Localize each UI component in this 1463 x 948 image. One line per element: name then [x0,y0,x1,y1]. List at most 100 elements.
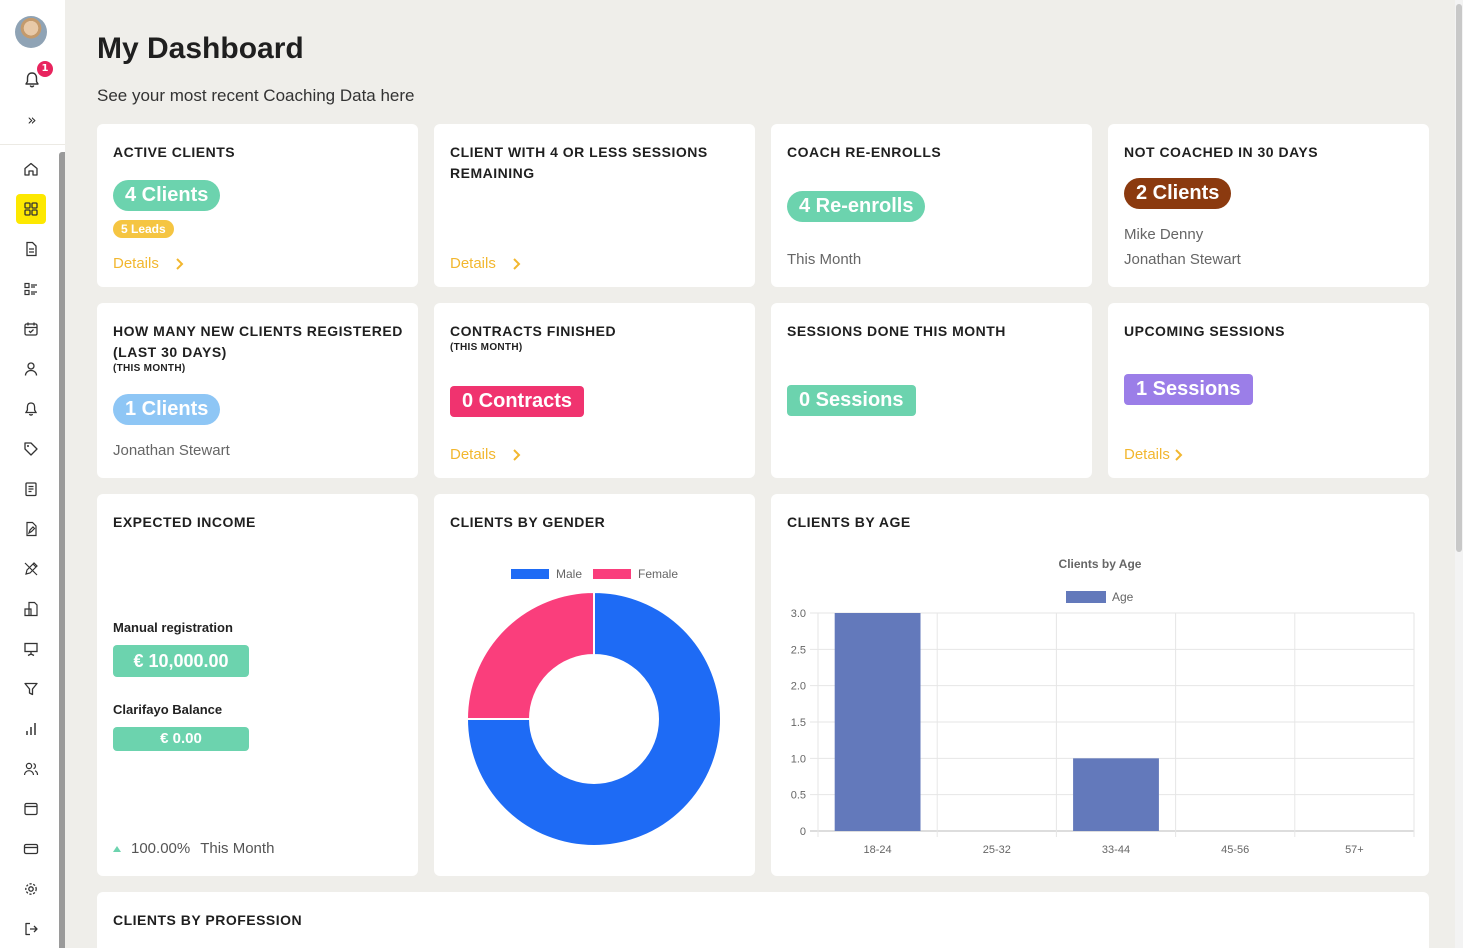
balance-value: € 0.00 [113,727,249,751]
sidebar: 1 » [0,0,65,948]
chevron-right-icon [1175,448,1183,461]
page-scrollbar[interactable] [1455,0,1463,948]
not-coached-name[interactable]: Mike Denny [1124,226,1204,243]
details-label: Details [113,255,159,272]
pencil-icon[interactable] [16,554,46,584]
re-enrolls-card: COACH RE-ENROLLS 4 Re-enrolls This Month [771,124,1092,287]
sidebar-scrollbar[interactable] [59,152,65,948]
home-icon[interactable] [16,154,46,184]
not-coached-title: NOT COACHED IN 30 DAYS [1124,144,1319,160]
re-enrolls-period: This Month [787,251,862,268]
legend-label-male: Male [556,567,582,581]
low-sessions-title: CLIENT WITH 4 OR LESS SESSIONS REMAINING [450,144,708,181]
x-tick-label: 45-56 [1221,844,1249,856]
not-coached-value: 2 Clients [1124,178,1232,209]
sessions-done-card: SESSIONS DONE THIS MONTH 0 Sessions [771,303,1092,478]
tag-icon[interactable] [16,434,46,464]
details-label: Details [1124,446,1170,463]
active-clients-details-link[interactable]: Details [113,255,185,272]
upcoming-sessions-title: UPCOMING SESSIONS [1124,323,1285,339]
legend-swatch-age [1066,591,1106,603]
legend-swatch-female [593,569,631,579]
manual-registration-value: € 10,000.00 [113,645,249,677]
presentation-icon[interactable] [16,634,46,664]
y-tick-label: 2.0 [791,681,806,693]
window-icon[interactable] [16,794,46,824]
bell-icon[interactable] [16,394,46,424]
chevron-right-icon [513,257,521,270]
age-bar-chart: Clients by Age Age 0 0.5 1.0 1.5 2.0 2.5 3.0 18-2… [791,557,1415,856]
notes-icon[interactable] [16,474,46,504]
logout-icon[interactable] [16,914,46,944]
chevron-right-icon [513,448,521,461]
upcoming-sessions-value: 1 Sessions [1124,374,1253,405]
legend-label-female: Female [638,567,678,581]
manual-registration-label: Manual registration [113,620,233,635]
details-label: Details [450,255,496,272]
y-tick-label: 1.0 [791,753,806,765]
upcoming-sessions-details-link[interactable]: Details [1124,446,1184,463]
new-clients-card: HOW MANY NEW CLIENTS REGISTERED (LAST 30… [97,303,418,478]
contracts-details-link[interactable]: Details [450,446,522,463]
new-clients-title: HOW MANY NEW CLIENTS REGISTERED (LAST 30… [113,323,403,360]
y-tick-label: 2.5 [791,644,806,656]
file-edit-icon[interactable] [16,514,46,544]
user-icon[interactable] [16,354,46,384]
clients-by-age-title: CLIENTS BY AGE [787,514,911,530]
not-coached-name[interactable]: Jonathan Stewart [1124,251,1241,268]
clients-by-profession-title: CLIENTS BY PROFESSION [113,912,303,928]
age-bar-18-24 [834,613,921,831]
y-tick-label: 0.5 [791,790,806,802]
y-tick-label: 0 [800,826,806,838]
leads-badge: 5 Leads [113,220,174,238]
credit-card-icon[interactable] [16,834,46,864]
details-label: Details [450,446,496,463]
age-bar-33-44 [1073,758,1159,831]
filter-icon[interactable] [16,674,46,704]
clients-by-gender-card: CLIENTS BY GENDER Male Female [434,494,755,876]
donut-slice-female [465,590,595,720]
new-client-name[interactable]: Jonathan Stewart [113,442,230,459]
x-tick-label: 18-24 [864,844,892,856]
trend-up-icon [113,845,121,852]
page-subtitle: See your most recent Coaching Data here [97,86,415,105]
users-icon[interactable] [16,754,46,784]
contracts-title: CONTRACTS FINISHED [450,323,617,339]
trend-value: 100.00% [131,840,191,857]
low-sessions-card: CLIENT WITH 4 OR LESS SESSIONS REMAINING… [434,124,755,287]
active-clients-card: ACTIVE CLIENTS 4 Clients 5 Leads Details [97,124,418,287]
new-clients-subtitle: (THIS MONTH) [113,363,186,374]
contracts-title-block: CONTRACTS FINISHED (THIS MONTH) [450,321,616,354]
active-clients-title: ACTIVE CLIENTS [113,144,236,160]
contracts-card: CONTRACTS FINISHED (THIS MONTH) 0 Contra… [434,303,755,478]
income-trend: 100.00% This Month [113,840,274,857]
y-tick-label: 1.5 [791,717,806,729]
y-tick-label: 3.0 [791,608,806,620]
expand-sidebar-icon[interactable]: » [27,111,37,129]
gear-icon[interactable] [16,874,46,904]
sessions-done-title: SESSIONS DONE THIS MONTH [787,323,1006,339]
trend-period: This Month [200,840,275,857]
expected-income-title: EXPECTED INCOME [113,514,256,530]
calendar-icon[interactable] [16,314,46,344]
clipboard-icon[interactable] [16,594,46,624]
x-tick-label: 33-44 [1102,844,1130,856]
low-sessions-details-link[interactable]: Details [450,255,522,272]
bar-chart-icon[interactable] [16,714,46,744]
new-clients-value: 1 Clients [113,394,221,425]
list-icon[interactable] [16,274,46,304]
notifications-bell-icon[interactable] [22,70,42,90]
dashboard-icon[interactable] [16,194,46,224]
clients-by-profession-card: CLIENTS BY PROFESSION [97,892,1429,948]
balance-label: Clarifayo Balance [113,702,223,717]
clients-by-gender-title: CLIENTS BY GENDER [450,514,606,530]
notification-count-badge: 1 [37,61,53,77]
document-icon[interactable] [16,234,46,264]
contracts-subtitle: (THIS MONTH) [450,342,523,353]
donut-slice-male [465,590,722,847]
page-scrollbar-thumb[interactable] [1456,4,1462,552]
legend-swatch-male [511,569,549,579]
re-enrolls-value: 4 Re-enrolls [787,191,926,222]
avatar[interactable] [15,16,47,48]
re-enrolls-title: COACH RE-ENROLLS [787,144,942,160]
